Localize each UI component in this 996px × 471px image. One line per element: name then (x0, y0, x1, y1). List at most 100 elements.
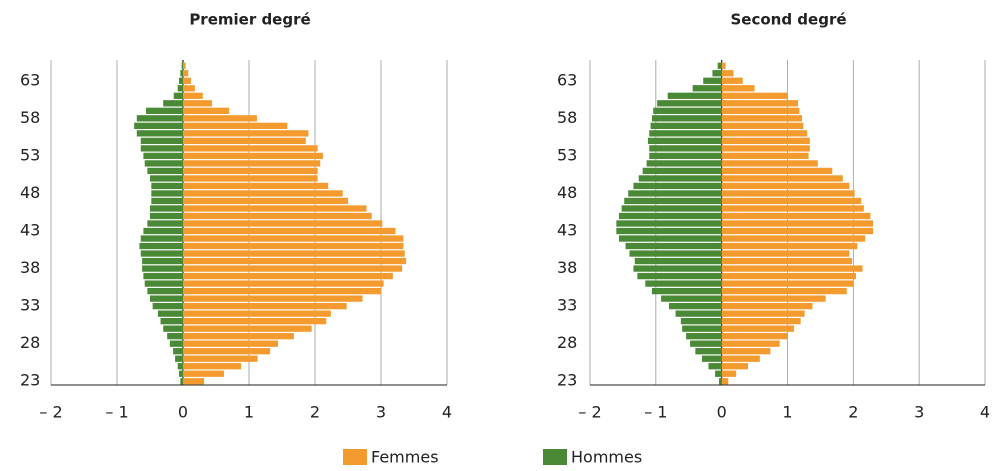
bar (183, 272, 393, 280)
bar (183, 70, 189, 77)
y-tick-label: 33 (557, 296, 577, 315)
bar (721, 190, 855, 197)
bar (183, 242, 404, 250)
y-tick-label: 63 (20, 70, 40, 89)
bar (146, 107, 183, 114)
bar (721, 257, 853, 265)
bar (712, 70, 722, 77)
bar (721, 295, 826, 302)
bar (143, 227, 183, 235)
bar (721, 130, 808, 137)
bar (649, 130, 722, 137)
bar (721, 92, 788, 99)
bar (147, 220, 183, 227)
y-tick-label: 38 (20, 258, 40, 277)
bar (183, 122, 288, 130)
bar (721, 152, 809, 160)
bar (703, 77, 722, 84)
bar (183, 355, 258, 362)
bar (157, 310, 183, 317)
bar (144, 280, 183, 287)
bar (183, 160, 321, 167)
bar (183, 250, 405, 257)
bar (721, 115, 802, 122)
bar (183, 333, 294, 340)
bar (642, 167, 722, 175)
bar (183, 295, 363, 302)
bar (169, 340, 183, 347)
bar (721, 137, 810, 145)
bar (708, 363, 722, 370)
bar (721, 302, 813, 310)
bar (721, 227, 874, 235)
bar (183, 348, 271, 355)
bar (183, 197, 348, 205)
bar (618, 212, 722, 220)
bar (721, 62, 726, 69)
bar (180, 378, 183, 385)
bar (183, 378, 205, 385)
bar (152, 302, 183, 310)
y-tick-label: 33 (20, 296, 40, 315)
bar (721, 100, 799, 107)
bar (183, 205, 367, 212)
x-tick-label: – 2 (39, 403, 62, 422)
bar (721, 317, 801, 325)
bar (183, 220, 383, 227)
bar (701, 355, 722, 362)
bar (183, 92, 203, 99)
x-tick-label: – 2 (578, 403, 601, 422)
bar (183, 100, 213, 107)
x-tick-label: 0 (717, 403, 727, 422)
bar (173, 92, 183, 99)
x-tick-label: 2 (848, 403, 858, 422)
bar (650, 122, 722, 130)
bar (177, 85, 183, 92)
bar (721, 220, 874, 227)
bar (680, 317, 722, 325)
y-tick-label: 28 (557, 333, 577, 352)
bar (618, 235, 722, 242)
bar (721, 378, 729, 385)
bar (136, 130, 183, 137)
legend-swatch (343, 449, 367, 465)
bar (721, 340, 780, 347)
y-tick-label: 23 (20, 371, 40, 390)
bar (649, 152, 722, 160)
x-tick-label: 2 (310, 403, 320, 422)
bar (183, 340, 279, 347)
bar (646, 160, 722, 167)
bar (183, 175, 318, 182)
bar (690, 340, 722, 347)
bar (150, 205, 183, 212)
bar (183, 152, 323, 160)
y-tick-label: 28 (20, 333, 40, 352)
bar (721, 122, 804, 130)
bar (695, 348, 722, 355)
bar (721, 212, 871, 220)
bar (183, 137, 306, 145)
bar (721, 235, 866, 242)
y-tick-label: 53 (20, 145, 40, 164)
bar (721, 85, 755, 92)
bar (150, 175, 183, 182)
bar (151, 190, 183, 197)
bar (721, 363, 748, 370)
legend-label: Hommes (571, 448, 642, 467)
bar (183, 107, 230, 114)
bar (150, 295, 183, 302)
y-tick-label: 48 (557, 183, 577, 202)
bar (142, 257, 183, 265)
bar (616, 227, 722, 235)
bar (721, 175, 843, 182)
bar (669, 302, 722, 310)
bar (645, 280, 722, 287)
bar (179, 77, 183, 84)
bar (163, 325, 183, 332)
y-tick-label: 58 (20, 108, 40, 127)
bar (143, 272, 183, 280)
bar (140, 250, 183, 257)
bar (721, 325, 795, 332)
bar (183, 115, 257, 122)
bar (651, 287, 722, 295)
